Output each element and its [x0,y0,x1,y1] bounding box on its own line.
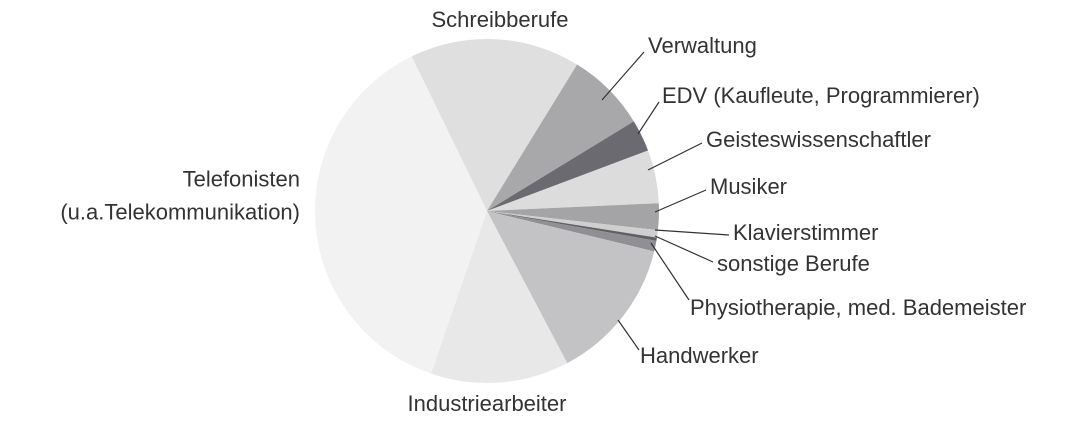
pie-slice [487,203,659,231]
pie-slice [487,121,649,211]
slice-label: sonstige Berufe [717,251,870,276]
pie-slice [487,211,658,238]
leader-line [650,242,690,301]
slice-label: Physiotherapie, med. Bademeister [690,295,1026,320]
leader-line [601,51,645,101]
pie-slice [487,211,657,241]
slice-label: Musiker [710,174,787,199]
slice-label: Industriearbeiter [408,391,567,416]
pie-slice [487,150,659,211]
slice-label: Geisteswissenschaftler [706,127,931,152]
pie-slice [487,64,634,212]
pie-slice [431,211,568,383]
pie-slice [315,56,487,374]
slice-label: Handwerker [640,343,759,368]
leader-line [654,229,730,236]
slice-label: Klavierstimmer [733,220,878,245]
slice-label: Schreibberufe [432,7,569,32]
leader-line [654,235,714,263]
slice-label: EDV (Kaufleute, Programmierer) [662,83,980,108]
slice-label: Telefonisten (u.a.Telekommunikation) [60,166,300,224]
pie-slice [487,211,655,364]
leader-line [637,101,660,135]
pie-slice [487,211,657,252]
slice-label: Verwaltung [648,33,757,58]
leader-line [647,142,703,171]
leader-line [654,189,707,213]
leader-line [617,319,640,351]
pie-slice [411,39,578,211]
